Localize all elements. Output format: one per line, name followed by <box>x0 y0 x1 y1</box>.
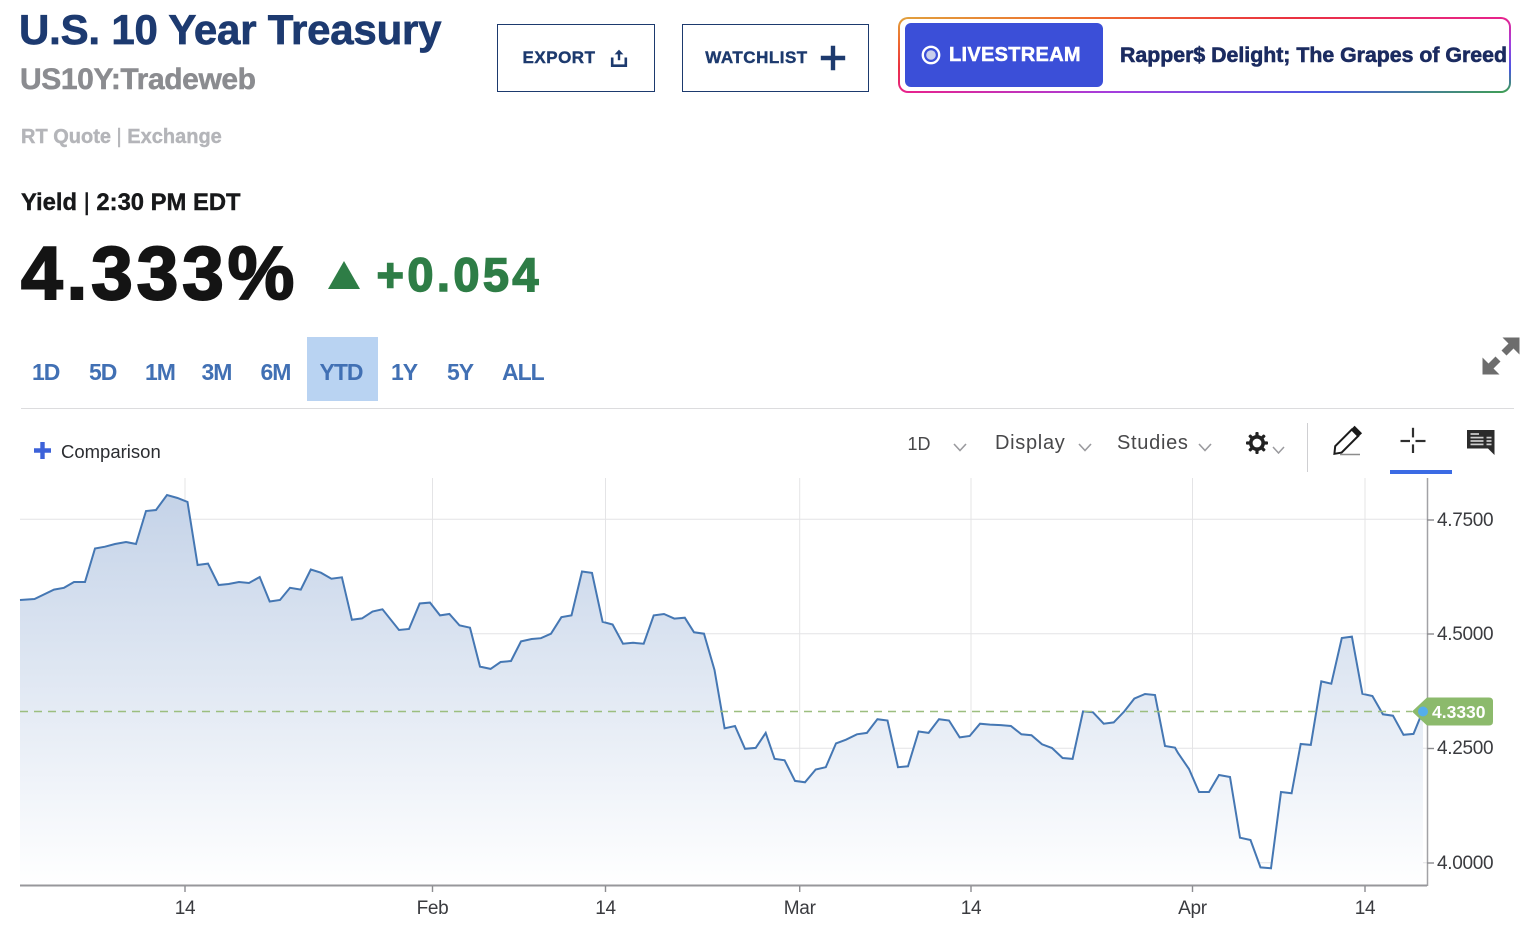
svg-text:Apr: Apr <box>1178 898 1208 919</box>
svg-text:14: 14 <box>1355 898 1376 919</box>
svg-text:Mar: Mar <box>784 898 817 919</box>
svg-text:Feb: Feb <box>417 898 449 919</box>
svg-text:14: 14 <box>595 898 616 919</box>
svg-text:4.5000: 4.5000 <box>1437 624 1493 645</box>
svg-text:14: 14 <box>961 898 982 919</box>
svg-text:4.3330: 4.3330 <box>1432 702 1486 722</box>
svg-text:4.0000: 4.0000 <box>1437 853 1493 874</box>
svg-text:4.2500: 4.2500 <box>1437 738 1493 759</box>
svg-text:4.7500: 4.7500 <box>1437 510 1493 531</box>
svg-text:14: 14 <box>175 898 196 919</box>
